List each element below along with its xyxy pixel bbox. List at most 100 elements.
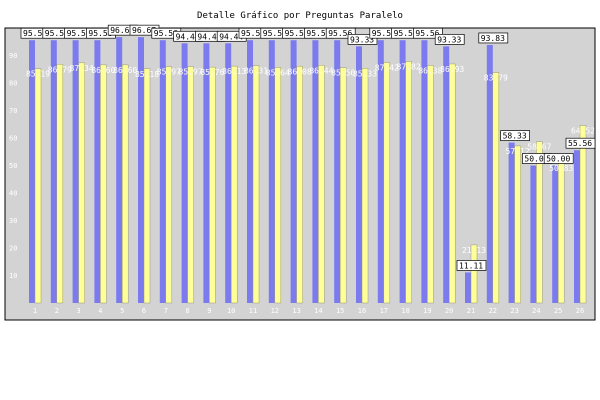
x-tick-label: 1 [33, 307, 37, 315]
bar-series-a-15 [334, 40, 341, 304]
bar-series-a-25 [552, 165, 559, 303]
svg-text:96.67: 96.67 [132, 26, 156, 35]
svg-text:50.00: 50.00 [546, 155, 570, 164]
bar-series-a-17 [377, 40, 384, 304]
data-label-series-b: 58.67 [527, 143, 551, 152]
bar-series-b-13 [296, 66, 303, 304]
data-label-series-b: 57.12 [506, 147, 530, 156]
x-tick-label: 23 [510, 307, 518, 315]
x-tick-label: 22 [489, 307, 497, 315]
bar-series-a-1 [29, 40, 35, 304]
data-label-series-b: 85.97 [157, 68, 181, 77]
x-tick-label: 4 [98, 307, 102, 315]
bar-series-a-21 [465, 272, 471, 303]
svg-text:94.44: 94.44 [219, 32, 243, 41]
data-label-series-b: 86.13 [222, 67, 246, 76]
x-tick-label: 8 [185, 307, 189, 315]
bar-series-a-9 [203, 43, 210, 303]
bar-series-a-2 [50, 40, 57, 304]
data-label-series-b: 85.76 [200, 68, 224, 77]
data-label-series-a: 93.83 [478, 32, 509, 44]
svg-text:95.56: 95.56 [241, 29, 265, 38]
bar-series-a-4 [94, 40, 101, 304]
svg-text:58.33: 58.33 [503, 132, 527, 141]
bar-series-a-13 [290, 40, 297, 304]
bar-series-b-15 [339, 67, 347, 304]
svg-text:95.56: 95.56 [328, 29, 352, 38]
x-tick-label: 15 [336, 307, 344, 315]
data-label-series-a: 95.56 [325, 27, 356, 39]
data-label-series-a: 58.33 [500, 130, 530, 141]
y-tick-label: 80 [9, 80, 17, 88]
svg-text:95.56: 95.56 [45, 29, 69, 38]
svg-text:93.83: 93.83 [481, 34, 505, 43]
data-label-series-b: 64.52 [571, 127, 595, 136]
data-label-series-b: 85.19 [26, 70, 50, 79]
y-tick-label: 20 [9, 245, 17, 253]
x-tick-label: 25 [554, 307, 562, 315]
x-tick-label: 10 [227, 307, 235, 315]
y-tick-label: 70 [9, 107, 17, 115]
x-tick-label: 13 [292, 307, 300, 315]
x-tick-label: 21 [467, 307, 475, 315]
data-label-series-b: 21.13 [462, 246, 486, 255]
bar-series-b-2 [56, 64, 64, 304]
bars [29, 37, 587, 304]
data-label-series-b: 86.60 [113, 66, 137, 75]
bar-series-b-6 [143, 68, 151, 304]
bar-series-b-7 [165, 66, 173, 304]
svg-text:55.56: 55.56 [568, 139, 592, 148]
y-tick-label: 90 [9, 52, 17, 60]
data-label-series-a: 55.56 [565, 137, 596, 149]
svg-text:50.00: 50.00 [524, 155, 548, 164]
x-tick-label: 24 [532, 307, 540, 315]
bar-series-a-14 [312, 40, 319, 304]
data-labels: 95.56 85.19 95.56 86.79 95.56 87.34 95.56 86.60… [20, 24, 596, 271]
bar-series-b-21 [470, 244, 478, 304]
bar-series-b-19 [427, 65, 434, 304]
y-axis-ticks: 10 20 30 40 50 60 70 80 90 [9, 52, 17, 280]
data-label-series-a: 50.00 [543, 153, 574, 164]
bar-series-a-20 [443, 46, 450, 303]
svg-text:93.33: 93.33 [437, 35, 461, 44]
bar-series-b-10 [230, 65, 238, 304]
chart-title: Detalle Gráfico por Preguntas Paralelo [197, 11, 403, 21]
data-label-series-b: 86.31 [244, 67, 268, 76]
x-tick-label: 17 [380, 307, 388, 315]
x-tick-label: 2 [55, 307, 59, 315]
x-tick-label: 9 [207, 307, 211, 315]
bar-series-b-22 [492, 72, 500, 304]
data-label-series-a: 11.11 [456, 260, 487, 271]
bar-series-b-3 [78, 62, 85, 304]
svg-text:95.56: 95.56 [23, 29, 47, 38]
bar-series-b-25 [557, 162, 565, 304]
x-tick-label: 3 [76, 307, 80, 315]
data-label-series-b: 85.56 [331, 69, 355, 78]
bar-series-b-11 [252, 65, 260, 304]
bar-series-a-8 [181, 43, 188, 303]
x-tick-label: 14 [314, 307, 322, 315]
x-tick-label: 16 [358, 307, 366, 315]
data-label-series-b: 86.93 [440, 65, 464, 74]
svg-text:11.11: 11.11 [459, 261, 483, 270]
x-axis-ticks: 1 2 3 4 5 6 7 8 9 10 11 12 13 14 15 16 17 18 19 20 21 22 23 24 2… [33, 307, 584, 315]
bar-series-a-6 [138, 37, 144, 303]
y-tick-label: 50 [9, 162, 17, 170]
svg-text:95.56: 95.56 [372, 29, 396, 38]
bar-series-b-17 [383, 62, 391, 304]
data-label-series-b: 87.34 [70, 64, 94, 73]
x-tick-label: 11 [249, 307, 257, 315]
data-label-series-a: 93.33 [434, 33, 465, 45]
bar-series-b-24 [536, 141, 543, 304]
data-label-series-b: 85.64 [266, 68, 290, 77]
bar-series-a-19 [421, 40, 428, 304]
bar-series-a-26 [574, 150, 580, 303]
bar-series-a-24 [530, 165, 537, 303]
svg-text:95.56: 95.56 [154, 29, 178, 38]
bar-series-a-22 [486, 44, 493, 303]
bar-series-b-5 [121, 64, 129, 304]
data-label-series-b: 86.44 [309, 66, 333, 75]
bar-series-a-3 [72, 40, 79, 304]
x-tick-label: 18 [401, 307, 409, 315]
